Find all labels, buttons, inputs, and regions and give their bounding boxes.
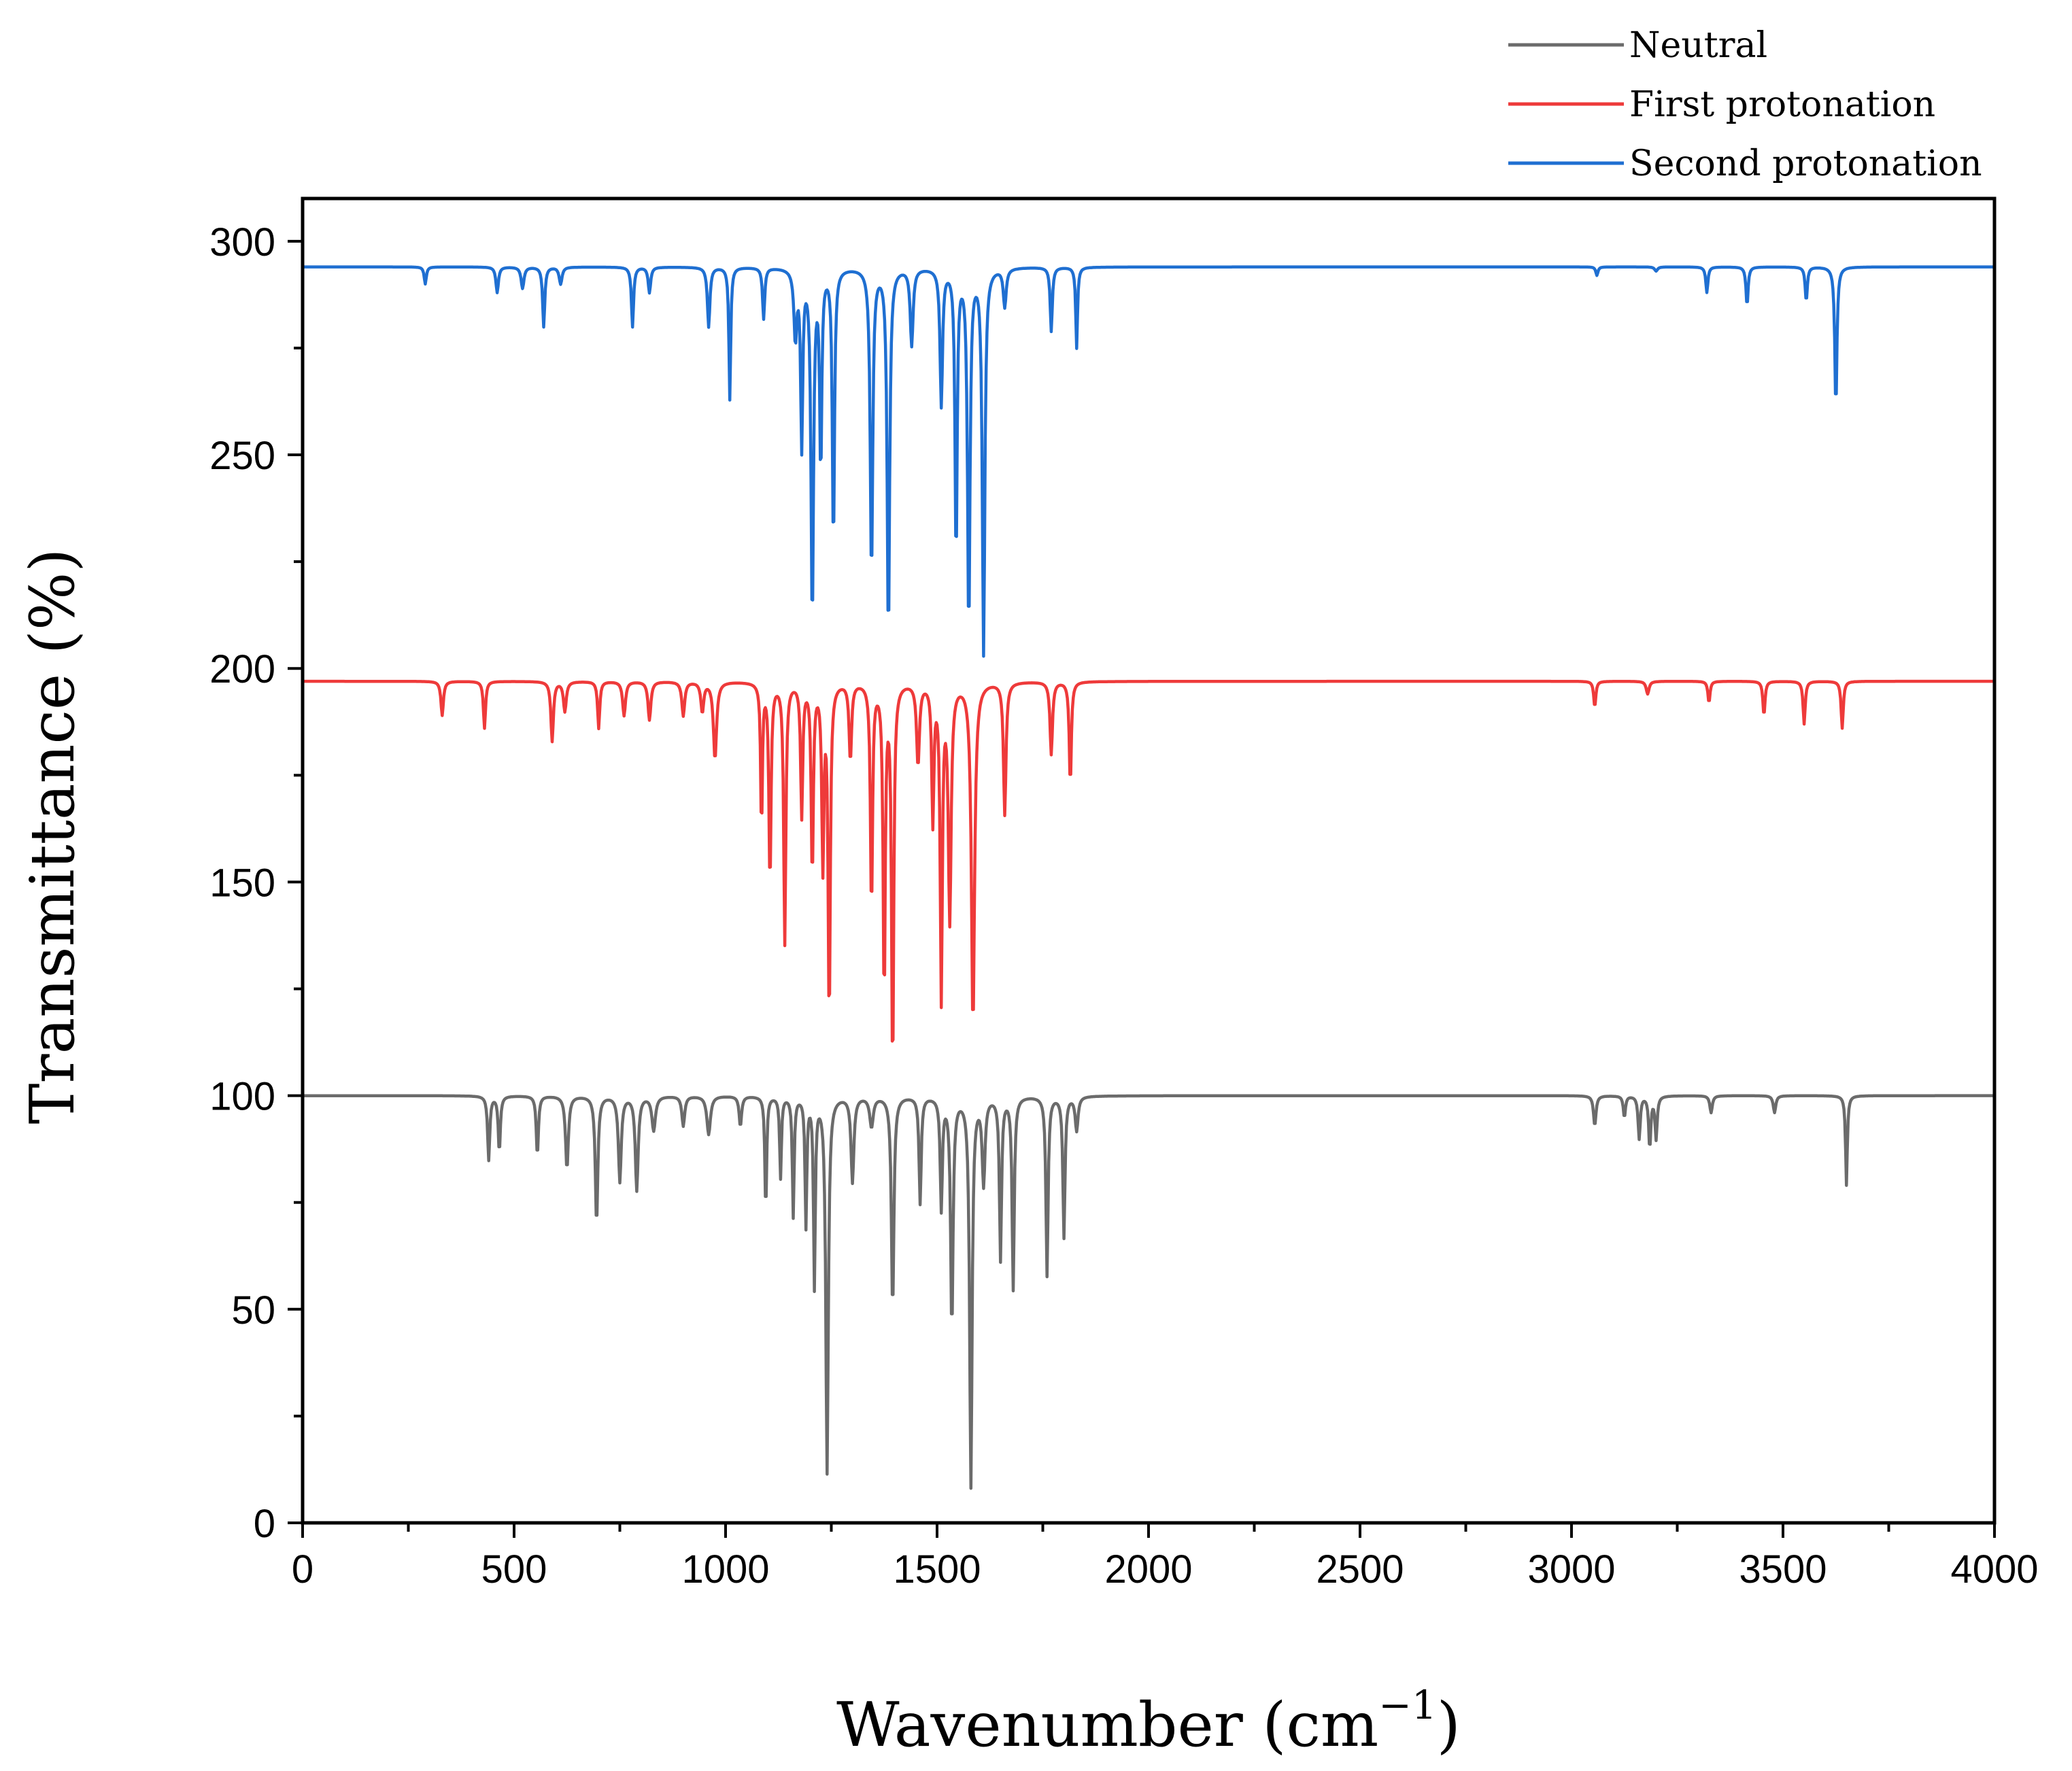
legend-label-second-protonation: Second protonation [1629, 143, 1982, 184]
series-line-neutral [301, 1094, 1996, 1490]
tick-layer: 0 500 1000 1500 2000 2500 3000 3500 4000 0 50 100 15… [209, 220, 2038, 1592]
x-tick-label: 2000 [1104, 1547, 1192, 1592]
x-axis-title-main: Wavenumber (cm [836, 1689, 1378, 1761]
series-layer [301, 265, 1996, 1490]
legend-label-neutral: Neutral [1629, 25, 1767, 66]
y-tick-label: 0 [254, 1502, 275, 1546]
legend: Neutral First protonation Second protona… [1508, 25, 1982, 184]
x-tick-label: 2500 [1316, 1547, 1404, 1592]
x-axis-title-exponent: −1 [1378, 1682, 1437, 1728]
y-tick-label: 300 [209, 220, 275, 264]
x-tick-label: 4000 [1950, 1547, 2038, 1592]
y-tick-label: 50 [231, 1288, 275, 1332]
x-tick-label: 1500 [893, 1547, 981, 1592]
series-line-second-protonation [301, 265, 1996, 658]
x-axis-title-close: ) [1437, 1689, 1461, 1761]
x-tick-label: 1000 [681, 1547, 769, 1592]
y-tick-label: 150 [209, 861, 275, 905]
y-tick-label: 250 [209, 434, 275, 478]
series-line-first-protonation [301, 679, 1996, 1043]
x-tick-label: 3500 [1739, 1547, 1827, 1592]
x-tick-label: 500 [481, 1547, 547, 1592]
y-tick-label: 200 [209, 647, 275, 691]
x-tick-label: 0 [292, 1547, 313, 1592]
x-tick-label: 3000 [1527, 1547, 1615, 1592]
legend-label-first-protonation: First protonation [1629, 84, 1935, 125]
plot-frame [301, 196, 1997, 1525]
y-axis-title: Transmittance (%) [17, 549, 88, 1124]
y-tick-label: 100 [209, 1075, 275, 1119]
x-axis-title: Wavenumber (cm−1) [836, 1682, 1461, 1761]
